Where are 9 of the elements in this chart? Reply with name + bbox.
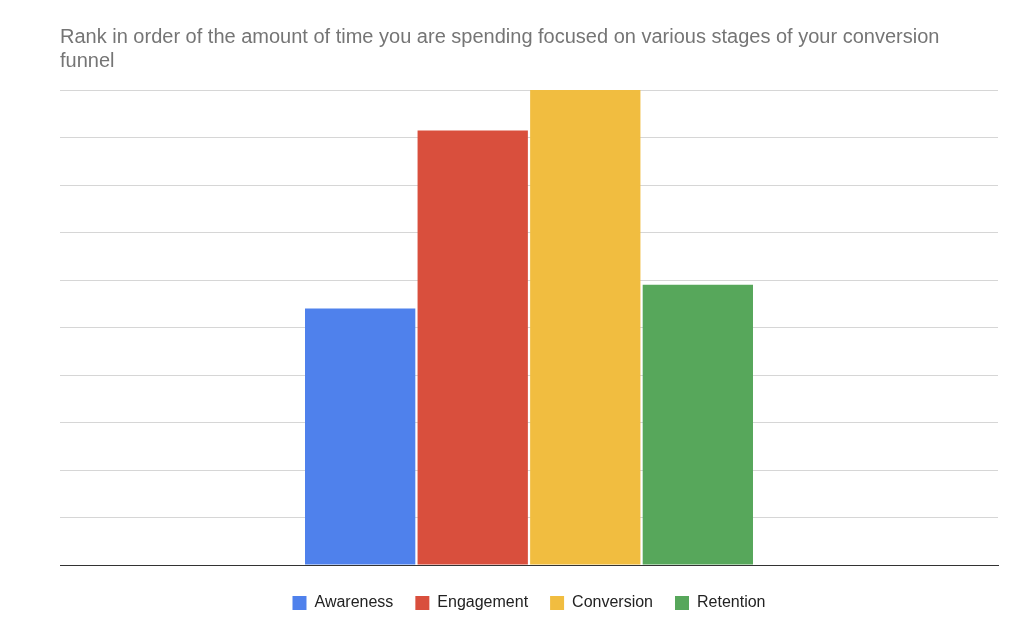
bar	[305, 308, 416, 565]
bar	[642, 284, 753, 565]
legend-label: Awareness	[314, 593, 394, 611]
bar	[417, 130, 528, 565]
legend-label: Retention	[697, 593, 766, 611]
bar	[530, 90, 641, 565]
chart-title: Rank in order of the amount of time you are spending focused on various stages of your conversion funnel	[60, 24, 940, 72]
legend-label: Conversion	[572, 593, 654, 611]
legend-label: Engagement	[437, 593, 529, 611]
